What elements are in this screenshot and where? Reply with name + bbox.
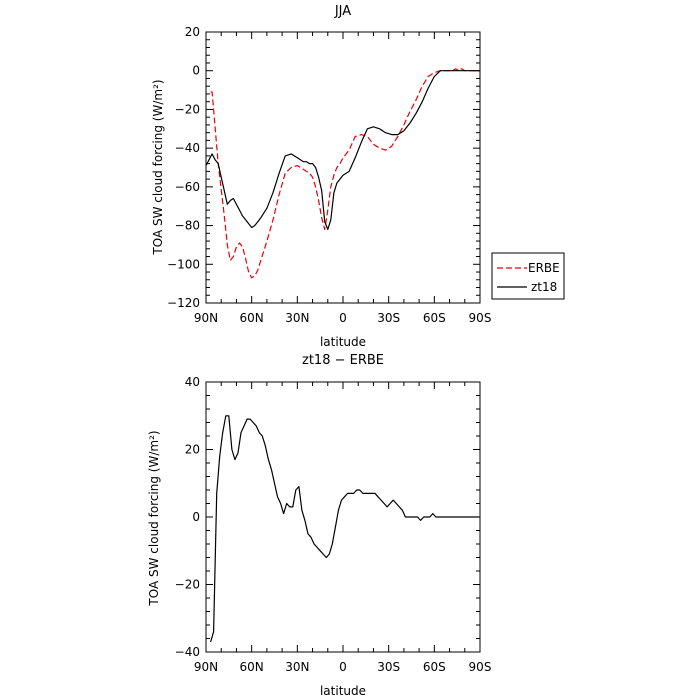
top-chart-ylabel: TOA SW cloud forcing (W/m²) — [151, 79, 165, 255]
top-chart-series — [205, 68, 480, 279]
x-tick-label: 60N — [240, 311, 264, 325]
y-tick-label: 40 — [185, 375, 200, 389]
x-tick-label: 0 — [339, 311, 347, 325]
bottom-chart-title: zt18 − ERBE — [302, 353, 384, 368]
bottom-chart-ylabel: TOA SW cloud forcing (W/m²) — [147, 430, 161, 606]
y-tick-label: −120 — [167, 296, 200, 310]
x-tick-label: 60S — [423, 660, 446, 674]
bottom-chart-frame — [205, 381, 481, 653]
top-chart-series-zt18-line — [205, 70, 480, 230]
x-tick-label: 60N — [240, 660, 264, 674]
top-chart: JJA TOA SW cloud forcing (W/m²) latitude… — [151, 4, 491, 349]
top-chart-title: JJA — [334, 4, 351, 19]
legend-label-zt18: zt18 — [531, 280, 557, 294]
y-tick-label: 0 — [192, 510, 200, 524]
legend-label-erbe: ERBE — [528, 261, 560, 275]
x-tick-label: 90S — [469, 660, 492, 674]
y-tick-label: −60 — [175, 180, 200, 194]
x-tick-label: 30S — [377, 660, 400, 674]
bottom-chart-tick-labels: 90N 60N 30N 0 30S 60S 90S −40 −20 0 20 40 — [175, 375, 492, 674]
x-tick-label: 90N — [194, 660, 218, 674]
bottom-chart-series — [210, 415, 479, 643]
top-chart-xlabel: latitude — [320, 335, 366, 349]
y-tick-label: −80 — [175, 219, 200, 233]
y-tick-label: 0 — [192, 64, 200, 78]
top-chart-frame — [205, 31, 481, 304]
x-tick-label: 0 — [339, 660, 347, 674]
y-tick-label: −20 — [175, 578, 200, 592]
bottom-chart-series-zt18-erbe-line — [210, 415, 479, 643]
y-tick-label: −40 — [175, 141, 200, 155]
x-tick-label: 90N — [194, 311, 218, 325]
x-tick-label: 60S — [423, 311, 446, 325]
legend: ERBE zt18 — [491, 252, 565, 300]
bottom-chart: zt18 − ERBE TOA SW cloud forcing (W/m²) … — [147, 353, 491, 698]
y-tick-label: −100 — [167, 257, 200, 271]
top-chart-tick-labels: 90N 60N 30N 0 30S 60S 90S −120 −100 −80 −60 −40 −20 0… — [167, 25, 491, 325]
bottom-chart-xlabel: latitude — [320, 684, 366, 698]
y-tick-label: −20 — [175, 102, 200, 116]
y-tick-label: −40 — [175, 645, 200, 659]
x-tick-label: 90S — [469, 311, 492, 325]
x-tick-label: 30S — [377, 311, 400, 325]
x-tick-label: 30N — [285, 311, 309, 325]
y-tick-label: 20 — [185, 25, 200, 39]
x-tick-label: 30N — [285, 660, 309, 674]
legend-box — [491, 252, 565, 300]
y-tick-label: 20 — [185, 443, 200, 457]
